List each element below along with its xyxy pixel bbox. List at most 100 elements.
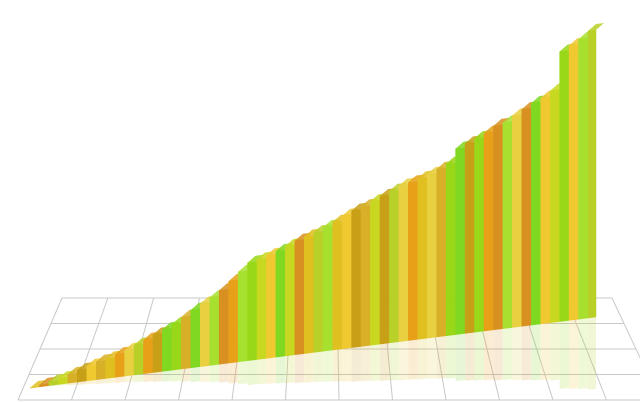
ribbon-reflection [379,342,390,382]
ribbon-face [474,136,485,333]
ribbon-face [77,368,87,383]
ribbon-face [322,225,333,352]
ribbon-face [587,29,597,319]
ribbon-face [162,327,173,372]
ribbon-reflection [398,340,409,381]
ribbon-reflection [247,359,257,386]
ribbon-face [171,322,182,371]
reflection [30,317,596,390]
ribbon-face [218,288,229,365]
ribbon-reflection [436,335,447,379]
ribbon-reflection [162,370,172,382]
ribbon-reflection [86,379,97,385]
ribbon-face [578,37,589,320]
ribbon-reflection [569,319,579,390]
ribbon-face [436,167,447,338]
ribbon-reflection [550,321,560,381]
ribbon-face [559,50,570,322]
ribbon-face [58,376,69,385]
ribbon-reflection [578,318,588,390]
ribbon-face [124,348,135,377]
ribbon-reflection [370,344,380,382]
ribbon-face [408,181,419,341]
ribbon-reflection [559,320,570,390]
ribbon-face [152,333,163,373]
ribbon-reflection [143,372,153,383]
ribbon-reflection [58,383,68,386]
ribbon-face [67,372,78,384]
ribbon-reflection [446,334,456,379]
ribbon-face [181,315,192,370]
ribbon-reflection [512,326,522,381]
ribbon-reflection [67,382,78,386]
ribbon-reflection [313,351,324,383]
ribbon-reflection [588,317,596,390]
ribbon-reflection [540,322,551,381]
ribbon-reflection [332,348,343,383]
ribbon-face [398,184,409,343]
ribbon-reflection [408,339,418,381]
ribbon-reflection [521,325,532,381]
ribbon-face [464,141,475,334]
ribbon-reflection [455,333,466,382]
ribbon-face [48,380,59,386]
ribbon-reflection [171,369,182,382]
ribbon-face [105,357,116,379]
ribbon-face [228,279,239,364]
ribbon-face [370,199,381,346]
ribbon-reflection [304,352,314,383]
ribbon-reflection [134,373,144,383]
ribbon-face [521,107,532,327]
ribbon-reflection [266,357,276,385]
ribbon-face [133,343,144,376]
ribbon-face [379,194,390,345]
ribbon-face [313,230,324,353]
ribbon-reflection [219,363,229,383]
ribbon-face [360,205,371,347]
ribbon-reflection [417,338,428,380]
ribbon-reflection [474,331,484,381]
ribbon-face [483,131,494,332]
ribbon-face [294,239,305,356]
ribbon-reflection [124,374,135,383]
ribbon-face [540,96,551,325]
ribbon-face [143,338,154,375]
ribbon-face [351,209,362,348]
ribbon-face [86,364,97,382]
ribbon-face [304,235,314,354]
ribbon-reflection [531,323,541,381]
ribbon-face [190,308,201,369]
ribbon-reflection [285,354,295,384]
ribbon-face [389,189,400,344]
ribbon-reflection [152,371,163,383]
ribbon-reflection [200,365,210,383]
ribbon-reflection [483,329,494,381]
ribbon-face [531,101,541,326]
ribbon-reflection [389,341,399,381]
ribbon-reflection [238,360,248,385]
ribbon-face [455,147,466,335]
ribbon-reflection [256,358,267,385]
ribbon-reflection [465,332,475,381]
ribbon-face [341,214,352,350]
ribbon-reflection [294,353,305,384]
ribbon-face [247,261,258,361]
ribbon-face [332,220,343,351]
ribbon [29,23,604,389]
ribbon-reflection [342,347,352,383]
ribbon-reflection [209,364,220,383]
ribbon-reflection [275,355,286,384]
ribbon-face [417,176,428,340]
ribbon-face [426,172,437,339]
ribbon-face [256,258,267,360]
ribbon-reflection [427,336,437,380]
ribbon-reflection [493,328,503,381]
ribbon-face [95,360,106,380]
ribbon-face [209,295,220,366]
ribbon-face [199,302,210,367]
ribbon-face [502,121,513,329]
ribbon-reflection [361,345,371,382]
ribbon-reflection [96,378,106,385]
ribbon-face [445,162,456,337]
